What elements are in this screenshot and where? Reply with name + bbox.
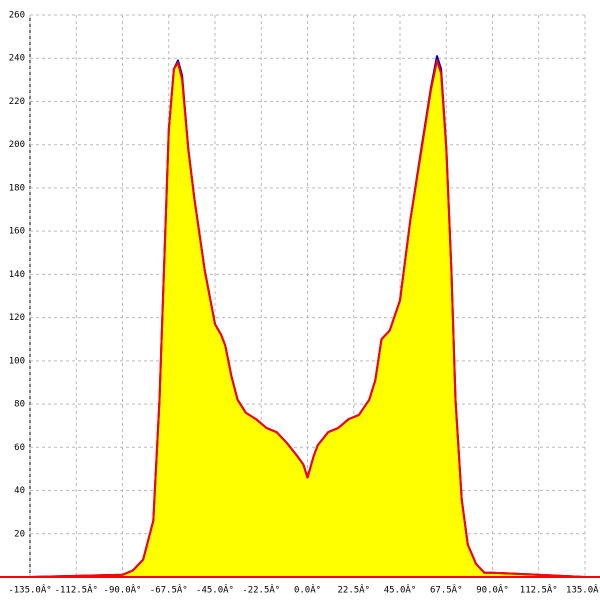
x-tick-label: 112.5Â° — [520, 584, 558, 596]
y-tick-label: 20 — [14, 529, 25, 539]
x-tick-label: 22.5Â° — [337, 584, 370, 596]
y-tick-label: 80 — [14, 400, 25, 410]
y-tick-label: 40 — [14, 486, 25, 496]
y-tick-label: 100 — [9, 356, 25, 366]
y-tick-label: 220 — [9, 97, 25, 107]
x-tick-label: -22.5Â° — [242, 584, 280, 596]
y-tick-label: 200 — [9, 140, 25, 150]
line — [29, 59, 586, 578]
y-tick-label: 140 — [9, 270, 25, 280]
x-tick-label: 0.0Â° — [294, 584, 321, 596]
y-tick-label: 60 — [14, 443, 25, 453]
x-tick-label: 90.0Â° — [476, 584, 509, 596]
x-tick-label: 135.0Â° — [566, 584, 600, 596]
y-tick-label: 260 — [9, 11, 25, 21]
y-tick-label: 160 — [9, 227, 25, 237]
x-tick-label: -45.0Â° — [196, 584, 234, 596]
y-tick-label: 240 — [9, 54, 25, 64]
x-tick-label: -90.0Â° — [104, 584, 142, 596]
x-tick-label: 67.5Â° — [430, 584, 463, 596]
x-tick-label: -67.5Â° — [150, 584, 188, 596]
y-tick-label: 180 — [9, 183, 25, 193]
x-tick-label: 45.0Â° — [384, 584, 417, 596]
x-tick-label: -112.5Â° — [55, 584, 98, 596]
area — [30, 60, 585, 577]
y-tick-label: 120 — [9, 313, 25, 323]
x-tick-label: -135.0Â° — [8, 584, 51, 596]
